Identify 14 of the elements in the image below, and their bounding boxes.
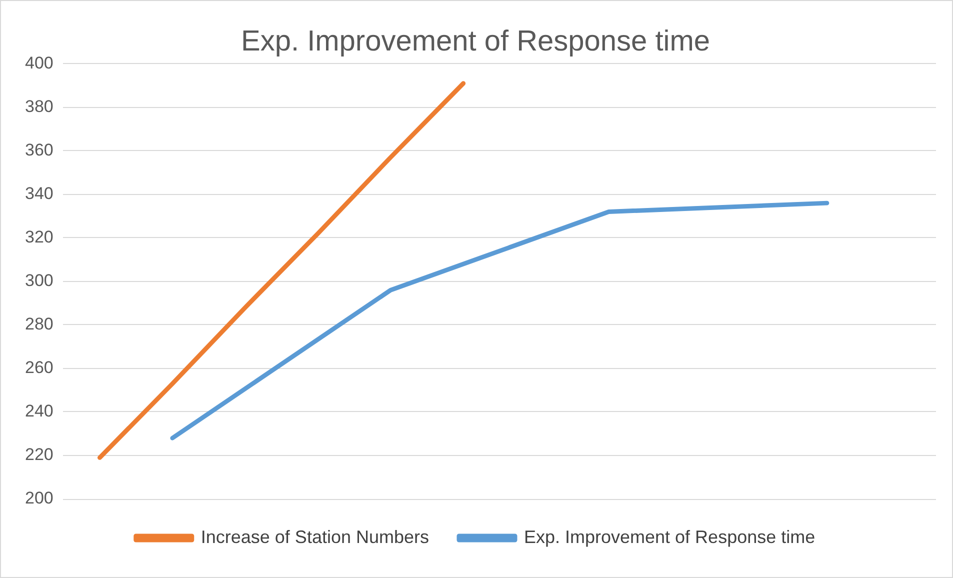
legend-label: Exp. Improvement of Response time (524, 526, 816, 547)
chart-title: Exp. Improvement of Response time (240, 25, 710, 58)
y-tick-label: 200 (24, 488, 54, 508)
y-tick-label: 340 (24, 184, 54, 204)
y-tick-label: 360 (24, 140, 54, 160)
y-tick-label: 300 (24, 271, 54, 290)
y-tick-label: 380 (24, 97, 54, 116)
y-tick-label: 280 (24, 314, 54, 334)
y-tick-label: 320 (24, 228, 54, 247)
y-tick-label: 220 (24, 445, 54, 464)
y-tick-label: 260 (24, 358, 54, 378)
y-tick-label: 400 (24, 53, 54, 72)
y-tick-label: 240 (24, 402, 54, 421)
legend-label: Increase of Station Numbers (200, 526, 430, 547)
